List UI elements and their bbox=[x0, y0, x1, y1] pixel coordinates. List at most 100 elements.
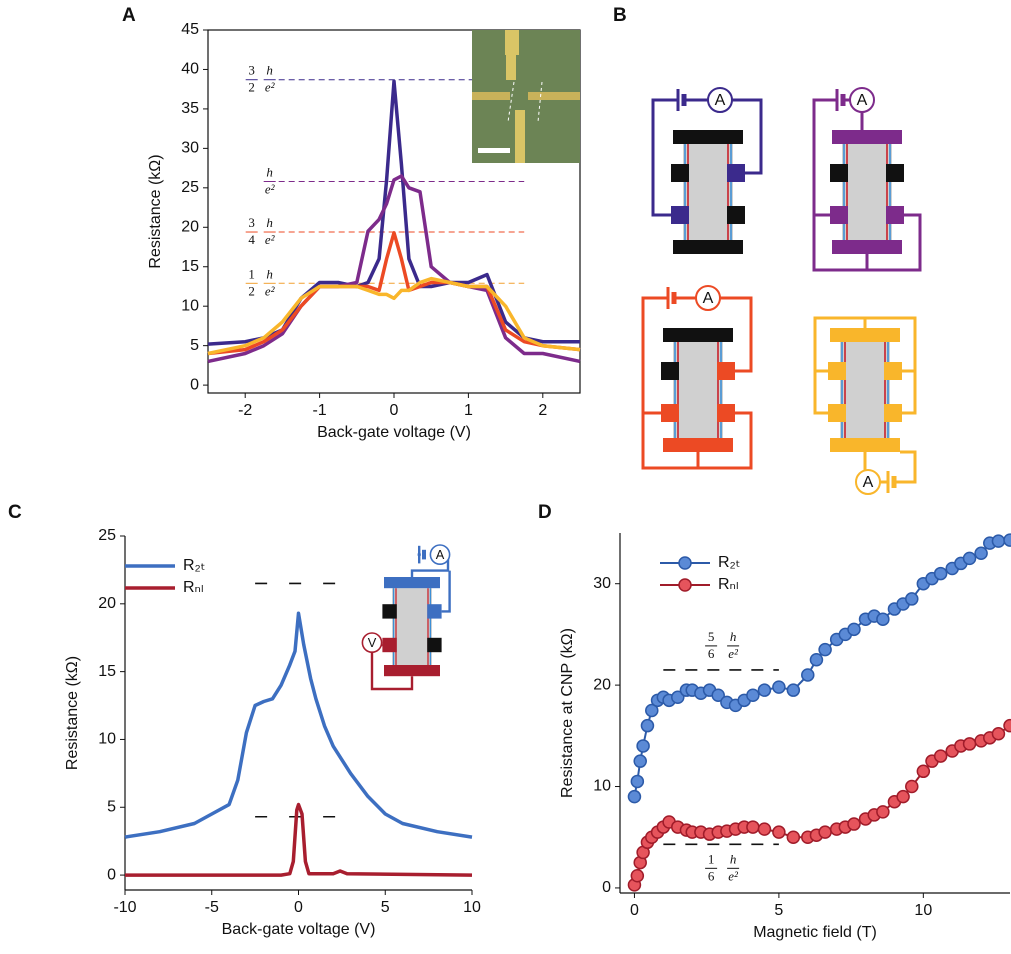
data-point bbox=[633, 754, 647, 768]
contact bbox=[884, 362, 902, 380]
data-point bbox=[974, 546, 988, 561]
data-point bbox=[746, 820, 760, 834]
fraction-num: 3 bbox=[248, 215, 255, 230]
series-line bbox=[633, 539, 1011, 797]
data-point bbox=[711, 688, 725, 703]
wire bbox=[813, 316, 867, 415]
contact bbox=[886, 206, 904, 224]
data-point bbox=[801, 668, 815, 682]
scale-bar bbox=[478, 148, 510, 153]
data-point bbox=[847, 622, 861, 637]
wire bbox=[441, 570, 451, 613]
contact bbox=[661, 362, 679, 380]
channel bbox=[392, 588, 432, 665]
x-axis-label: Back-gate voltage (V) bbox=[222, 921, 376, 938]
wire bbox=[894, 450, 917, 484]
meter-label: A bbox=[857, 92, 868, 109]
meter-label: A bbox=[436, 547, 445, 562]
meter-label: A bbox=[703, 290, 714, 307]
data-point bbox=[772, 825, 786, 839]
y-tick-label: 45 bbox=[181, 21, 199, 38]
inset-mark bbox=[537, 81, 543, 123]
fraction-num: 1 bbox=[708, 851, 715, 866]
y-tick-label: 15 bbox=[181, 258, 199, 275]
y-tick-label: 25 bbox=[181, 179, 199, 196]
fraction-num: 5 bbox=[708, 629, 715, 644]
legend-label: Rₙₗ bbox=[183, 579, 204, 596]
contact bbox=[384, 665, 440, 677]
data-point bbox=[809, 653, 824, 667]
fraction-den: e² bbox=[728, 646, 739, 661]
contact bbox=[671, 164, 689, 182]
data-point bbox=[905, 779, 919, 794]
data-point bbox=[630, 869, 645, 883]
data-point bbox=[1003, 533, 1011, 547]
x-tick-label: -5 bbox=[205, 899, 219, 916]
data-point bbox=[786, 683, 801, 697]
contact bbox=[832, 130, 902, 144]
fraction-den: e² bbox=[265, 181, 276, 196]
series-line bbox=[125, 802, 473, 877]
meter bbox=[695, 285, 721, 311]
fraction-den: 2 bbox=[248, 80, 255, 95]
data-point bbox=[962, 737, 977, 751]
data-point bbox=[818, 642, 832, 657]
x-tick-label: -10 bbox=[113, 899, 136, 916]
meter bbox=[429, 544, 451, 565]
data-point bbox=[786, 830, 801, 844]
contact bbox=[727, 206, 745, 224]
y-tick-label: 0 bbox=[107, 866, 116, 883]
device-schematic: A bbox=[641, 285, 753, 470]
data-point bbox=[645, 703, 659, 718]
fraction-den: 4 bbox=[248, 232, 255, 247]
fraction-den: e² bbox=[265, 80, 276, 95]
data-point bbox=[746, 688, 760, 703]
y-tick-label: 30 bbox=[593, 575, 611, 592]
x-tick-label: -1 bbox=[312, 402, 326, 419]
legend-label: R₂ₜ bbox=[183, 557, 205, 574]
y-tick-label: 15 bbox=[98, 663, 116, 680]
y-tick-label: 0 bbox=[190, 376, 199, 393]
panel-label: B bbox=[613, 5, 627, 26]
data-point bbox=[905, 592, 919, 606]
device-schematic: A bbox=[382, 544, 451, 677]
y-axis-label: Resistance at CNP (kΩ) bbox=[559, 628, 576, 798]
data-point bbox=[757, 822, 772, 836]
fraction-num: h bbox=[730, 851, 737, 866]
data-point bbox=[847, 817, 861, 831]
x-tick-label: 0 bbox=[630, 902, 639, 919]
contact bbox=[828, 404, 846, 422]
y-axis-label: Resistance (kΩ) bbox=[64, 656, 81, 770]
data-point bbox=[991, 534, 1006, 548]
inset-mark bbox=[507, 81, 515, 123]
voltmeter-wires: V bbox=[361, 632, 414, 691]
contact bbox=[717, 404, 735, 422]
y-tick-label: 30 bbox=[181, 140, 199, 157]
contact bbox=[673, 130, 743, 144]
legend-label: Rₙₗ bbox=[718, 576, 739, 593]
panel-label: A bbox=[122, 5, 136, 26]
data-point bbox=[916, 764, 931, 779]
meter-label: V bbox=[368, 635, 377, 650]
x-tick-label: 2 bbox=[538, 402, 547, 419]
series-line bbox=[207, 231, 581, 356]
contact bbox=[384, 577, 440, 589]
legend-marker bbox=[678, 578, 692, 592]
legend-label: R₂ₜ bbox=[718, 554, 740, 571]
data-point bbox=[896, 789, 910, 804]
contact bbox=[830, 438, 900, 452]
contact bbox=[427, 637, 442, 653]
channel bbox=[683, 144, 733, 240]
contact bbox=[830, 328, 900, 342]
wire bbox=[651, 98, 678, 217]
fraction-den: e² bbox=[265, 283, 276, 298]
y-tick-label: 10 bbox=[98, 731, 116, 748]
data-point bbox=[1003, 718, 1011, 733]
y-tick-label: 10 bbox=[593, 778, 611, 795]
y-tick-label: 20 bbox=[98, 595, 116, 612]
meter bbox=[707, 87, 733, 113]
data-point bbox=[991, 727, 1006, 741]
meter bbox=[855, 469, 881, 495]
data-point bbox=[630, 774, 645, 789]
data-point bbox=[627, 789, 642, 804]
